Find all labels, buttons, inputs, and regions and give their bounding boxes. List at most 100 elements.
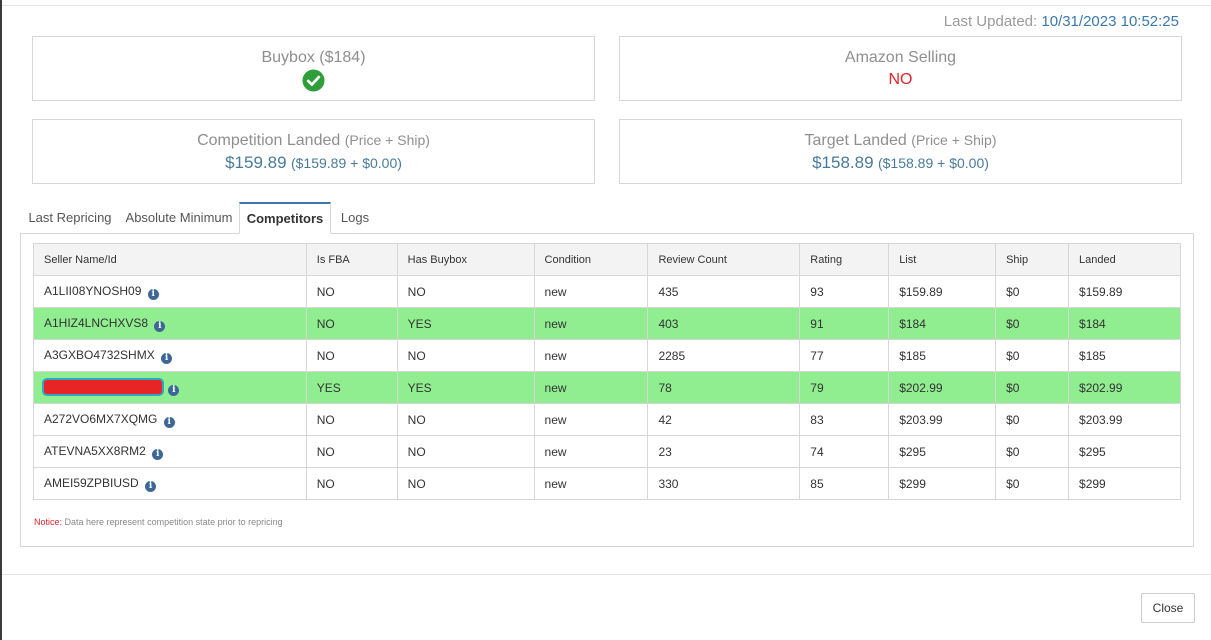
- table-row: AMEI59ZPBIUSD i NO NO new 330 85 $299 $0…: [33, 467, 1181, 500]
- table-row: A3GXBO4732SHMX i NO NO new 2285 77 $185 …: [33, 339, 1181, 372]
- header-has-buybox[interactable]: Has Buybox: [396, 243, 535, 276]
- top-divider: [2, 5, 1211, 6]
- header-landed[interactable]: Landed: [1068, 243, 1181, 276]
- header-ship[interactable]: Ship: [995, 243, 1070, 276]
- condition-cell: new: [533, 403, 649, 436]
- rating-cell: 79: [799, 371, 890, 404]
- reviews-cell: 2285: [647, 339, 801, 372]
- footer-divider: [2, 574, 1211, 575]
- seller-cell: A3GXBO4732SHMX i: [33, 339, 307, 372]
- buybox-card: Buybox ($184): [32, 36, 595, 101]
- tab-logs[interactable]: Logs: [340, 210, 370, 225]
- ship-cell: $0: [995, 371, 1070, 404]
- last-updated: Last Updated: 10/31/2023 10:52:25: [944, 13, 1179, 30]
- landed-cell: $202.99: [1068, 371, 1181, 404]
- info-icon[interactable]: i: [147, 288, 159, 300]
- condition-cell: new: [533, 371, 649, 404]
- competitors-table: Seller Name/Id Is FBA Has Buybox Conditi…: [33, 243, 1181, 500]
- landed-cell: $185: [1068, 339, 1181, 372]
- header-review-count[interactable]: Review Count: [647, 243, 801, 276]
- rating-cell: 83: [799, 403, 890, 436]
- info-icon[interactable]: i: [168, 384, 180, 396]
- condition-cell: new: [533, 339, 649, 372]
- last-updated-label: Last Updated:: [943, 13, 1038, 30]
- fba-cell: NO: [305, 435, 398, 468]
- fba-cell: NO: [305, 339, 398, 372]
- condition-cell: new: [533, 435, 649, 468]
- condition-cell: new: [533, 467, 649, 500]
- seller-id: A1LII08YNOSH09: [44, 283, 142, 298]
- ship-cell: $0: [995, 275, 1070, 308]
- seller-cell: AMEI59ZPBIUSD i: [33, 467, 307, 500]
- seller-id: A3GXBO4732SHMX: [44, 347, 155, 362]
- seller-cell: A272VO6MX7XQMG i: [33, 403, 307, 436]
- list-cell: $202.99: [888, 371, 997, 404]
- header-rating[interactable]: Rating: [799, 243, 890, 276]
- table-header-row: Seller Name/Id Is FBA Has Buybox Conditi…: [33, 243, 1181, 276]
- window-left-edge: [0, 0, 2, 640]
- seller-id: A1HIZ4LNCHXVS8: [44, 315, 149, 330]
- table-row: A272VO6MX7XQMG i NO NO new 42 83 $203.99…: [33, 403, 1181, 436]
- seller-cell: ATEVNA5XX8RM2 i: [33, 435, 307, 468]
- list-cell: $299: [888, 467, 997, 500]
- table-row: A1LII08YNOSH09 i NO NO new 435 93 $159.8…: [33, 275, 1181, 308]
- list-cell: $159.89: [888, 275, 997, 308]
- competition-landed-card: Competition Landed (Price + Ship) $159.8…: [32, 119, 595, 184]
- last-updated-value: 10/31/2023 10:52:25: [1041, 13, 1179, 30]
- competition-landed-price: $159.89: [225, 153, 287, 172]
- redacted-seller-id: [44, 380, 162, 395]
- target-landed-subtitle: (Price + Ship): [911, 132, 997, 148]
- rating-cell: 77: [799, 339, 890, 372]
- fba-cell: NO: [305, 275, 398, 308]
- table-row: i YES YES new 78 79 $202.99 $0 $202.99: [33, 371, 1181, 404]
- competition-landed-title: Competition Landed: [197, 132, 341, 149]
- info-icon[interactable]: i: [163, 416, 175, 428]
- seller-cell: i: [33, 371, 307, 404]
- tab-absolute-minimum[interactable]: Absolute Minimum: [125, 210, 233, 225]
- ship-cell: $0: [995, 435, 1070, 468]
- tab-last-repricing[interactable]: Last Repricing: [28, 210, 112, 225]
- header-condition[interactable]: Condition: [533, 243, 649, 276]
- buybox-cell: NO: [396, 435, 535, 468]
- competition-landed-breakdown: ($159.89 + $0.00): [290, 155, 402, 171]
- list-cell: $203.99: [888, 403, 997, 436]
- tab-competitors[interactable]: Competitors: [239, 202, 331, 234]
- rating-cell: 91: [799, 307, 890, 340]
- table-row: ATEVNA5XX8RM2 i NO NO new 23 74 $295 $0 …: [33, 435, 1181, 468]
- target-landed-title: Target Landed: [804, 132, 907, 149]
- header-seller[interactable]: Seller Name/Id: [33, 243, 307, 276]
- info-icon[interactable]: i: [161, 352, 173, 364]
- check-circle-icon: [302, 69, 325, 97]
- landed-cell: $159.89: [1068, 275, 1181, 308]
- rating-cell: 74: [799, 435, 890, 468]
- amazon-selling-value: NO: [888, 71, 913, 88]
- info-icon[interactable]: i: [152, 448, 164, 460]
- notice-text: Data here represent competition state pr…: [62, 517, 283, 527]
- fba-cell: YES: [305, 371, 398, 404]
- seller-id: AMEI59ZPBIUSD: [44, 475, 139, 490]
- reviews-cell: 403: [647, 307, 801, 340]
- competition-landed-subtitle: (Price + Ship): [344, 132, 430, 148]
- seller-cell: A1LII08YNOSH09 i: [33, 275, 307, 308]
- rating-cell: 93: [799, 275, 890, 308]
- buybox-cell: NO: [396, 339, 535, 372]
- condition-cell: new: [533, 275, 649, 308]
- header-is-fba[interactable]: Is FBA: [305, 243, 398, 276]
- landed-cell: $184: [1068, 307, 1181, 340]
- list-cell: $184: [888, 307, 997, 340]
- reviews-cell: 330: [647, 467, 801, 500]
- fba-cell: NO: [305, 307, 398, 340]
- condition-cell: new: [533, 307, 649, 340]
- info-icon[interactable]: i: [154, 320, 166, 332]
- seller-id: ATEVNA5XX8RM2: [44, 443, 146, 458]
- close-button[interactable]: Close: [1141, 593, 1195, 623]
- landed-cell: $299: [1068, 467, 1181, 500]
- buybox-cell: YES: [396, 307, 535, 340]
- notice: Notice: Data here represent competition …: [34, 517, 283, 527]
- buybox-cell: NO: [396, 275, 535, 308]
- fba-cell: NO: [305, 467, 398, 500]
- landed-cell: $203.99: [1068, 403, 1181, 436]
- header-list[interactable]: List: [888, 243, 997, 276]
- info-icon[interactable]: i: [145, 480, 157, 492]
- ship-cell: $0: [995, 467, 1070, 500]
